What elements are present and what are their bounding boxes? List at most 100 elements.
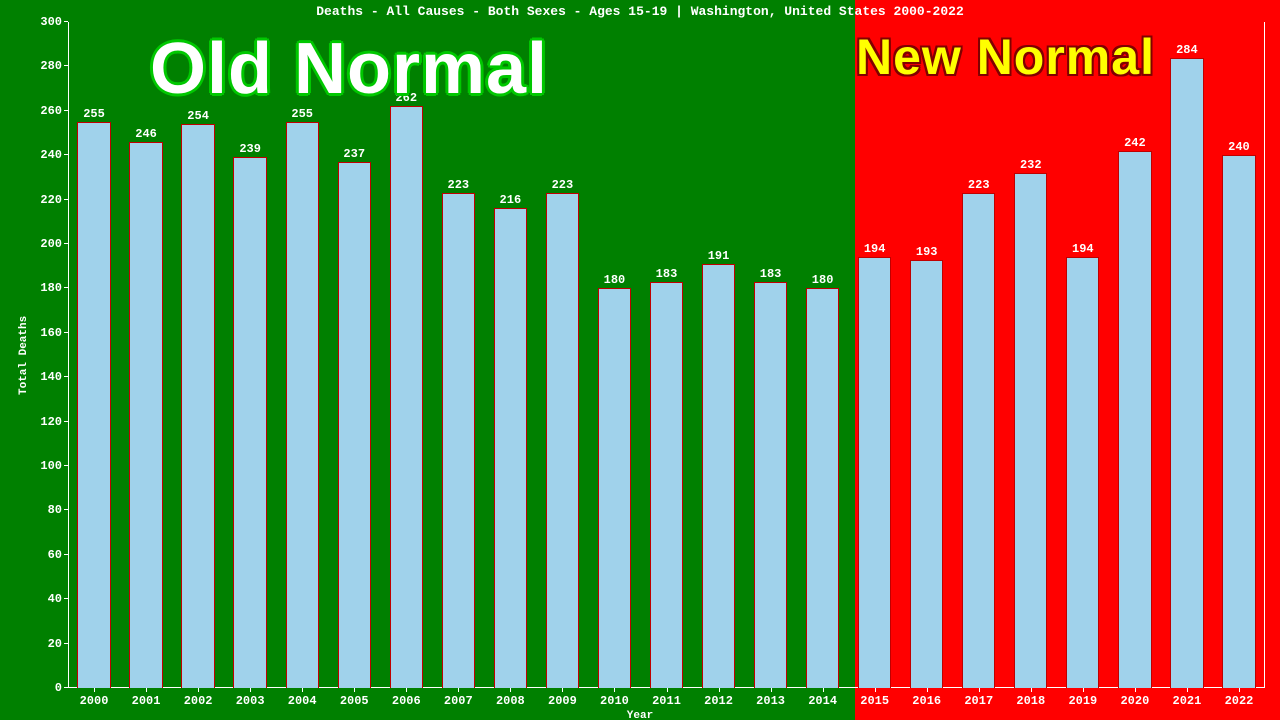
- x-tick-mark: [250, 688, 251, 692]
- bar: 284: [1170, 58, 1203, 688]
- bar-value-label: 180: [812, 273, 834, 287]
- y-tick-label: 100: [40, 459, 62, 473]
- bar-value-label: 183: [760, 267, 782, 281]
- x-tick-label: 2004: [288, 694, 317, 708]
- x-tick-label: 2022: [1225, 694, 1254, 708]
- x-tick-label: 2000: [80, 694, 109, 708]
- x-tick-mark: [94, 688, 95, 692]
- y-tick-mark: [64, 65, 68, 66]
- chart-plot-area: 0204060801001201401601802002202402602803…: [68, 22, 1265, 688]
- x-tick-mark: [927, 688, 928, 692]
- y-tick-mark: [64, 554, 68, 555]
- y-axis-line-right: [1264, 22, 1265, 688]
- y-tick-label: 0: [55, 681, 62, 695]
- x-tick-label: 2007: [444, 694, 473, 708]
- x-tick-mark: [146, 688, 147, 692]
- x-tick-mark: [406, 688, 407, 692]
- bar: 232: [1014, 173, 1047, 688]
- bar-value-label: 223: [968, 178, 990, 192]
- bar-value-label: 216: [500, 193, 522, 207]
- bar-value-label: 284: [1176, 43, 1198, 57]
- y-tick-label: 20: [48, 637, 62, 651]
- x-tick-label: 2019: [1068, 694, 1097, 708]
- x-tick-mark: [667, 688, 668, 692]
- y-tick-mark: [64, 376, 68, 377]
- bar: 180: [598, 288, 631, 688]
- x-tick-label: 2012: [704, 694, 733, 708]
- x-tick-mark: [875, 688, 876, 692]
- x-tick-mark: [719, 688, 720, 692]
- bar-value-label: 255: [291, 107, 313, 121]
- x-tick-label: 2014: [808, 694, 837, 708]
- bar: 223: [442, 193, 475, 688]
- x-tick-mark: [1187, 688, 1188, 692]
- x-tick-label: 2011: [652, 694, 681, 708]
- x-tick-label: 2003: [236, 694, 265, 708]
- bar: 246: [129, 142, 162, 688]
- y-tick-mark: [64, 421, 68, 422]
- bar-value-label: 194: [1072, 242, 1094, 256]
- bar: 255: [77, 122, 110, 688]
- bar: 237: [338, 162, 371, 688]
- bar: 191: [702, 264, 735, 688]
- bar: 255: [286, 122, 319, 688]
- y-tick-label: 200: [40, 237, 62, 251]
- bar: 216: [494, 208, 527, 688]
- bar-value-label: 183: [656, 267, 678, 281]
- x-tick-mark: [458, 688, 459, 692]
- x-tick-label: 2020: [1120, 694, 1149, 708]
- x-tick-label: 2021: [1173, 694, 1202, 708]
- x-tick-mark: [1239, 688, 1240, 692]
- y-tick-mark: [64, 154, 68, 155]
- y-tick-label: 140: [40, 370, 62, 384]
- y-tick-mark: [64, 332, 68, 333]
- x-tick-label: 2005: [340, 694, 369, 708]
- bar: 180: [806, 288, 839, 688]
- y-tick-mark: [64, 199, 68, 200]
- y-axis-title: Total Deaths: [18, 316, 30, 395]
- y-tick-mark: [64, 465, 68, 466]
- y-tick-mark: [64, 21, 68, 22]
- x-tick-label: 2008: [496, 694, 525, 708]
- x-tick-label: 2001: [132, 694, 161, 708]
- y-tick-mark: [64, 509, 68, 510]
- y-tick-mark: [64, 243, 68, 244]
- y-tick-mark: [64, 110, 68, 111]
- x-tick-label: 2002: [184, 694, 213, 708]
- bar: 242: [1118, 151, 1151, 688]
- y-axis-line: [68, 22, 69, 688]
- bar: 183: [754, 282, 787, 688]
- y-tick-label: 260: [40, 104, 62, 118]
- bar-value-label: 262: [395, 91, 417, 105]
- x-tick-mark: [823, 688, 824, 692]
- x-tick-mark: [1135, 688, 1136, 692]
- bar-value-label: 223: [448, 178, 470, 192]
- chart-title: Deaths - All Causes - Both Sexes - Ages …: [0, 4, 1280, 19]
- x-tick-mark: [302, 688, 303, 692]
- y-tick-label: 80: [48, 503, 62, 517]
- bar: 223: [546, 193, 579, 688]
- bar: 254: [181, 124, 214, 688]
- bar: 183: [650, 282, 683, 688]
- x-axis-title: Year: [0, 710, 1280, 720]
- x-tick-mark: [771, 688, 772, 692]
- y-tick-label: 180: [40, 281, 62, 295]
- x-tick-mark: [979, 688, 980, 692]
- bar-value-label: 255: [83, 107, 105, 121]
- bar: 239: [233, 157, 266, 688]
- bar: 262: [390, 106, 423, 688]
- bar-value-label: 194: [864, 242, 886, 256]
- x-tick-label: 2013: [756, 694, 785, 708]
- x-tick-label: 2009: [548, 694, 577, 708]
- y-tick-label: 240: [40, 148, 62, 162]
- y-tick-label: 280: [40, 59, 62, 73]
- x-tick-mark: [1031, 688, 1032, 692]
- x-tick-mark: [562, 688, 563, 692]
- bar-value-label: 246: [135, 127, 157, 141]
- x-tick-mark: [510, 688, 511, 692]
- bar: 193: [910, 260, 943, 688]
- bar-value-label: 191: [708, 249, 730, 263]
- chart-stage: Deaths - All Causes - Both Sexes - Ages …: [0, 0, 1280, 720]
- bar: 194: [858, 257, 891, 688]
- bar-value-label: 240: [1228, 140, 1250, 154]
